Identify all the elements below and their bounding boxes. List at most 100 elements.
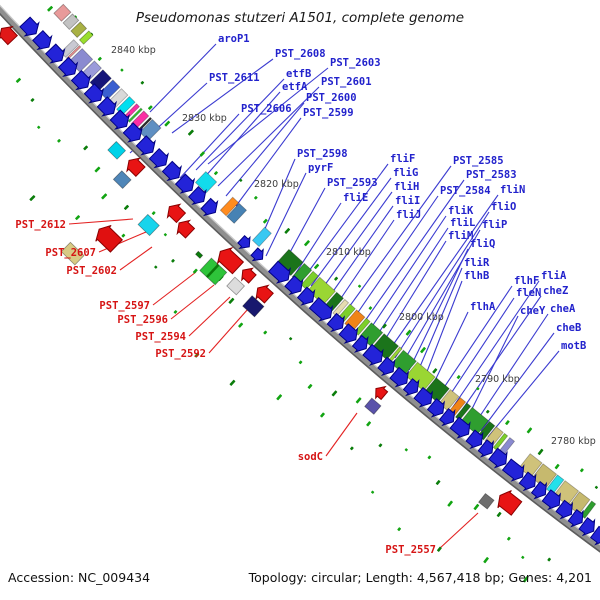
gene-label-forward[interactable]: PST_2603 [330,57,381,69]
gene-label-reverse[interactable]: PST_2597 [99,300,150,312]
gene-label-forward[interactable]: PST_2608 [275,48,326,60]
gene-glyph-forward[interactable] [174,172,199,197]
gene-glyph-forward[interactable] [477,438,498,460]
gene-glyph-band[interactable] [127,107,143,123]
gene-label-forward[interactable]: PST_2601 [321,76,372,88]
gene-glyph-forward[interactable] [449,415,475,441]
gene-glyph-reverse[interactable] [199,257,228,286]
gene-label-forward[interactable]: PST_2599 [303,107,354,119]
gene-glyph-reverse[interactable] [91,221,124,254]
gene-label-reverse[interactable]: PST_2594 [135,331,186,343]
gene-glyph-forward[interactable] [267,259,295,287]
gene-glyph-reverse[interactable] [226,276,246,296]
gene-label-reverse[interactable]: PST_2607 [45,247,96,259]
genome-backbone[interactable] [0,0,600,560]
gene-glyph-forward[interactable] [351,334,373,356]
gene-glyph-forward[interactable] [148,147,173,172]
gene-label-forward[interactable]: fliI [395,195,420,207]
gene-glyph-reverse[interactable] [252,281,275,304]
gene-glyph-forward[interactable] [530,480,551,502]
gene-glyph-forward[interactable] [402,377,423,399]
gene-label-forward[interactable]: fliQ [470,238,495,250]
gene-glyph-outer[interactable] [78,30,94,45]
gene-label-forward[interactable]: fliL [450,217,475,229]
gene-label-forward[interactable]: pyrF [308,162,333,174]
gene-label-forward[interactable]: fliP [482,219,507,231]
gene-glyph-band[interactable] [219,196,240,217]
gene-glyph-band[interactable] [99,79,121,101]
gene-glyph-forward[interactable] [31,29,56,54]
gene-glyph-forward[interactable] [337,322,362,347]
gene-glyph-reverse[interactable] [123,154,147,178]
gene-label-forward[interactable]: cheY [520,305,546,317]
gene-glyph-forward[interactable] [83,82,108,107]
gene-label-forward[interactable]: fliK [448,205,474,217]
gene-glyph-outer[interactable] [70,21,88,39]
gene-glyph-forward[interactable] [326,312,349,336]
gene-glyph-forward[interactable] [249,246,267,264]
gene-label-forward[interactable]: etfB [286,68,311,80]
gene-label-reverse[interactable]: PST_2602 [66,265,117,277]
gene-glyph-forward[interactable] [57,56,82,81]
gene-glyph-reverse[interactable] [194,250,204,259]
gene-glyph-forward[interactable] [308,296,337,325]
gene-glyph-forward[interactable] [361,343,387,369]
gene-label-forward[interactable]: fliG [393,167,418,179]
gene-glyph-forward[interactable] [199,197,222,220]
gene-glyph-forward[interactable] [518,470,541,494]
gene-glyph-forward[interactable] [96,95,121,120]
gene-glyph-band[interactable] [139,118,162,142]
gene-label-forward[interactable]: cheB [556,322,581,334]
gene-glyph-forward[interactable] [109,108,134,133]
gene-glyph-reverse[interactable] [237,264,257,285]
gene-glyph-forward[interactable] [122,121,147,146]
gene-label-forward[interactable]: PST_2585 [453,155,504,167]
gene-label-forward[interactable]: fliF [390,153,415,165]
gene-glyph-band[interactable] [307,276,336,306]
gene-label-forward[interactable]: fliO [491,201,516,213]
gene-glyph-band[interactable] [251,226,272,248]
gene-label-forward[interactable]: cheA [550,303,576,315]
gene-glyph-outer[interactable] [53,3,72,22]
gene-glyph-reverse[interactable] [137,213,160,237]
gene-glyph-forward[interactable] [426,397,449,421]
gene-glyph-forward[interactable] [70,69,95,94]
gene-glyph-reverse[interactable] [60,241,85,266]
gene-glyph-forward[interactable] [465,428,488,452]
gene-glyph-band[interactable] [568,491,591,515]
gene-label-forward[interactable]: fliR [464,257,490,269]
gene-label-reverse[interactable]: PST_2612 [15,219,66,231]
gene-glyph-reverse[interactable] [364,397,382,415]
gene-label-forward[interactable]: aroP1 [218,33,250,45]
gene-glyph-reverse[interactable] [0,22,19,46]
gene-glyph-band[interactable] [226,202,248,224]
gene-glyph-reverse[interactable] [173,216,196,239]
gene-label-forward[interactable]: fliH [394,181,419,193]
gene-label-forward[interactable]: fliA [541,270,567,282]
gene-glyph-reverse[interactable] [107,140,127,160]
gene-glyph-forward[interactable] [412,386,436,411]
gene-glyph-forward[interactable] [589,524,600,548]
gene-label-forward[interactable]: PST_2611 [209,72,260,84]
gene-glyph-forward[interactable] [541,488,565,513]
gene-glyph-band[interactable] [300,270,319,290]
gene-glyph-forward[interactable] [376,355,399,379]
gene-label-reverse[interactable]: sodC [298,451,323,463]
gene-glyph-forward[interactable] [487,446,511,471]
gene-label-forward[interactable]: fliE [343,192,368,204]
gene-label-forward[interactable]: PST_2598 [297,148,348,160]
gene-glyph-forward[interactable] [283,274,307,298]
gene-label-forward[interactable]: fleN [516,287,541,299]
gene-glyph-reverse[interactable] [371,383,389,402]
gene-glyph-reverse[interactable] [242,295,265,318]
gene-label-forward[interactable]: fliM [448,230,473,242]
gene-glyph-forward[interactable] [567,508,588,530]
gene-glyph-reverse[interactable] [213,244,245,276]
gene-label-reverse[interactable]: PST_2592 [155,348,206,360]
gene-label-forward[interactable]: fliJ [396,209,421,221]
gene-glyph-forward[interactable] [236,234,254,252]
gene-glyph-forward[interactable] [388,366,412,391]
gene-glyph-reverse[interactable] [493,487,523,517]
gene-label-forward[interactable]: PST_2600 [306,92,357,104]
gene-label-reverse[interactable]: PST_2596 [117,314,168,326]
